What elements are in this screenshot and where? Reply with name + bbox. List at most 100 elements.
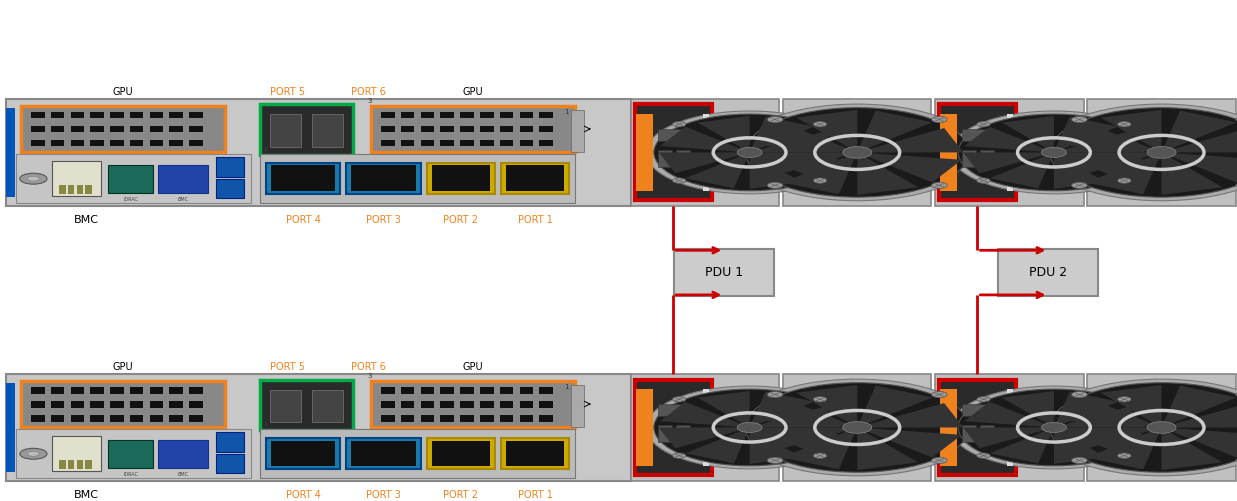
Polygon shape [1101,110,1162,148]
Polygon shape [860,386,933,424]
Polygon shape [782,431,855,469]
Bar [130,415,143,421]
Bar [501,162,569,194]
Bar [480,415,494,421]
Bar [962,404,995,416]
Bar [68,185,74,194]
Bar [703,389,709,466]
Circle shape [746,108,969,197]
Bar [77,460,83,469]
FancyBboxPatch shape [108,165,153,193]
FancyBboxPatch shape [108,440,153,468]
Circle shape [673,397,685,402]
Bar [110,415,124,421]
Bar [401,140,414,146]
Polygon shape [1055,152,1150,177]
Bar [189,140,203,146]
Text: BMC: BMC [74,489,99,499]
Bar [169,140,183,146]
Bar [77,185,83,194]
Bar [150,140,163,146]
Bar [189,387,203,394]
Text: 1: 1 [564,109,569,115]
Text: BMC: BMC [178,472,188,477]
Bar [427,437,495,469]
FancyBboxPatch shape [371,381,575,427]
Circle shape [977,178,990,183]
Bar [658,129,690,141]
Bar [59,460,66,469]
Bar [169,126,183,132]
Polygon shape [965,402,1045,427]
FancyBboxPatch shape [260,380,353,430]
Bar [460,140,474,146]
Polygon shape [1056,392,1118,424]
Bar [59,185,66,194]
Polygon shape [1173,128,1237,152]
Polygon shape [1162,432,1222,470]
Circle shape [1147,147,1176,158]
Bar [500,401,513,407]
Circle shape [1042,147,1066,157]
Bar [381,112,395,118]
Bar [539,415,553,421]
Text: 3: 3 [367,98,372,104]
Circle shape [1050,108,1237,197]
Text: PORT 5: PORT 5 [270,87,306,97]
Bar [189,126,203,132]
Bar [71,126,84,132]
Bar [658,149,672,167]
Polygon shape [1058,397,1152,426]
Bar [381,140,395,146]
FancyBboxPatch shape [52,436,101,471]
Polygon shape [751,427,846,452]
Text: 1: 1 [564,384,569,390]
Polygon shape [1056,117,1118,149]
Bar [500,387,513,394]
Bar [440,140,454,146]
Polygon shape [1055,427,1150,452]
Polygon shape [753,397,847,426]
Text: GPU: GPU [463,362,484,372]
Bar [539,387,553,394]
Bar [783,99,931,206]
Bar [432,440,490,466]
Bar [110,112,124,118]
Polygon shape [857,157,918,195]
Bar [6,374,631,481]
Polygon shape [860,111,933,149]
Bar [71,140,84,146]
Text: PORT 4: PORT 4 [286,489,320,499]
Polygon shape [1171,428,1237,457]
Circle shape [20,448,47,459]
Circle shape [646,111,854,194]
Circle shape [1050,383,1237,472]
Bar [71,401,84,407]
Bar [169,415,183,421]
Bar [130,387,143,394]
Circle shape [673,178,685,183]
Circle shape [1071,116,1087,123]
Text: PORT 4: PORT 4 [286,214,320,224]
Bar [539,401,553,407]
Polygon shape [797,110,857,148]
Bar [571,385,584,427]
Circle shape [977,397,990,402]
Bar [110,401,124,407]
Bar [51,112,64,118]
Bar [460,387,474,394]
Text: iDRAC: iDRAC [122,472,139,477]
Circle shape [654,114,845,191]
Bar [783,374,931,481]
Circle shape [977,122,990,127]
Bar [85,460,92,469]
Bar [71,415,84,421]
Bar [51,401,64,407]
Bar [189,415,203,421]
Circle shape [959,114,1149,191]
Circle shape [814,122,826,127]
Polygon shape [1164,111,1237,149]
Bar [31,112,45,118]
Bar [31,401,45,407]
Bar [500,415,513,421]
